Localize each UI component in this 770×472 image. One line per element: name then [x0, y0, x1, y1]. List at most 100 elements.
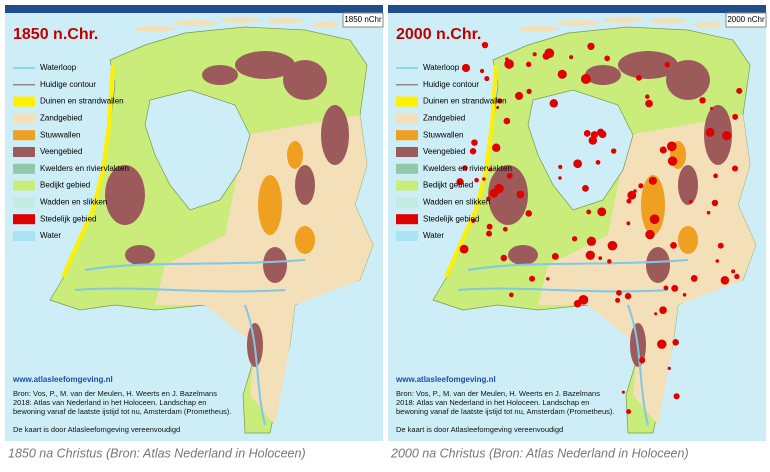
ridge-area — [295, 226, 315, 254]
urban-area — [462, 165, 468, 171]
source-line: 2018: Atlas van Nederland in het Holocee… — [13, 398, 206, 407]
urban-area — [705, 127, 715, 137]
urban-area — [505, 57, 509, 61]
urban-area — [486, 196, 491, 202]
urban-area — [621, 390, 625, 394]
legend-swatch — [13, 180, 35, 191]
urban-area — [649, 214, 660, 225]
legend-swatch — [13, 147, 35, 157]
legend-label: Huidige contour — [423, 80, 479, 89]
urban-area — [624, 292, 632, 300]
urban-area — [715, 259, 720, 263]
urban-area — [459, 244, 469, 254]
urban-area — [598, 256, 603, 261]
urban-area — [509, 292, 514, 298]
legend-label: Waterloop — [40, 63, 77, 72]
urban-area — [532, 52, 537, 57]
urban-area — [504, 59, 514, 69]
legend-swatch — [396, 130, 418, 141]
urban-area — [672, 339, 679, 346]
river — [74, 287, 286, 293]
legend-label: Duinen en strandwallen — [423, 97, 507, 106]
wadden-island — [135, 26, 175, 32]
source-line: Bron: Vos, P., M. van der Meulen, H. Wee… — [13, 389, 217, 398]
urban-area — [639, 357, 646, 364]
legend-label: Huidige contour — [40, 80, 96, 89]
urban-area — [587, 42, 595, 51]
urban-area — [569, 55, 574, 60]
urban-area — [492, 143, 501, 152]
legend-label: Zandgebied — [423, 114, 465, 123]
urban-area — [557, 69, 567, 79]
legend-label: Wadden en slikken — [423, 198, 490, 207]
legend-swatch — [396, 180, 418, 191]
urban-area — [474, 177, 479, 183]
peat-area — [125, 245, 155, 265]
ridge-area — [258, 175, 282, 235]
map-panel: 2000 nChr 2000 n.Chr. Waterloop Huidige con… — [388, 5, 767, 441]
urban-area — [588, 136, 598, 145]
legend-swatch — [396, 96, 418, 107]
top-bar — [5, 5, 383, 13]
peat-area — [263, 247, 287, 283]
urban-area — [732, 113, 739, 120]
peat-area — [488, 165, 528, 225]
urban-area — [645, 99, 653, 108]
legend-swatch — [13, 197, 35, 208]
legend-label: Kwelders en rivierviakten — [423, 164, 512, 173]
urban-area — [717, 242, 724, 249]
legend-label: Veengebied — [423, 147, 465, 156]
urban-area — [529, 275, 536, 282]
urban-area — [670, 242, 677, 249]
urban-area — [626, 198, 632, 204]
map-title: 1850 n.Chr. — [13, 26, 98, 43]
urban-area — [571, 236, 578, 242]
urban-area — [626, 409, 632, 415]
corner-label: 2000 nChr — [727, 15, 765, 24]
corner-box — [342, 12, 384, 28]
urban-area — [615, 297, 621, 303]
urban-area — [486, 223, 493, 230]
urban-area — [633, 189, 637, 193]
legend-swatch — [396, 214, 418, 225]
urban-area — [503, 117, 511, 125]
urban-area — [713, 173, 718, 179]
urban-area — [636, 74, 642, 81]
urban-area — [597, 128, 605, 137]
urban-area — [544, 48, 555, 59]
legend-label: Stedelijk gebied — [423, 214, 479, 223]
urban-area — [638, 183, 644, 189]
urban-area — [515, 91, 524, 100]
legend-label: Stuwwallen — [40, 130, 80, 139]
urban-area — [586, 209, 592, 215]
urban-area — [673, 393, 680, 400]
note: De kaart is door Atlasleefomgeving veree… — [13, 425, 180, 434]
wadden-island — [650, 18, 686, 24]
ridge-area — [287, 141, 303, 169]
map-title: 2000 n.Chr. — [396, 26, 481, 43]
legend-swatch — [396, 197, 418, 208]
urban-area — [711, 199, 719, 207]
legend-label: Stuwwallen — [423, 130, 463, 139]
urban-area — [549, 99, 559, 108]
dunes — [61, 64, 115, 278]
urban-area — [585, 250, 595, 260]
urban-area — [688, 199, 693, 204]
urban-area — [500, 254, 508, 262]
ridge-area — [678, 226, 698, 254]
urban-area — [506, 172, 513, 179]
peat-area — [508, 245, 538, 265]
legend-label: Water — [40, 231, 61, 240]
legend-swatch — [396, 163, 418, 174]
urban-area — [654, 312, 658, 316]
wadden-island — [603, 17, 643, 23]
urban-area — [627, 190, 637, 200]
map-panel: 1850 nChr 1850 n.Chr. Waterloop Huidige con… — [5, 5, 384, 441]
peat-area — [321, 105, 349, 165]
urban-area — [586, 236, 597, 246]
urban-area — [597, 207, 607, 217]
urban-area — [731, 269, 736, 274]
legend-label: Stedelijk gebied — [40, 214, 96, 223]
urban-area — [582, 184, 589, 192]
wadden-island — [267, 18, 303, 24]
